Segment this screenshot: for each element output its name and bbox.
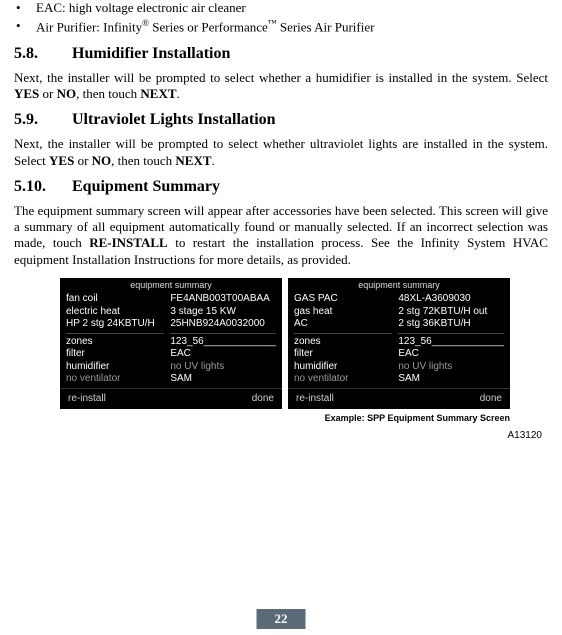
section-title: Humidifier Installation [72, 44, 548, 64]
bullet-text: Air Purifier: Infinity® Series or Perfor… [36, 18, 548, 36]
row-value: FE4ANB003T00ABAA [170, 293, 276, 306]
reinstall-button[interactable]: re-install [296, 393, 334, 406]
row-value: 123_56_____________ [398, 336, 504, 349]
row-label: gas heat [294, 306, 392, 319]
paragraph: Next, the installer will be prompted to … [14, 136, 548, 169]
section-number: 5.8. [14, 44, 72, 64]
reinstall-button[interactable]: re-install [68, 393, 106, 406]
paragraph: Next, the installer will be prompted to … [14, 70, 548, 103]
row-label: filter [66, 348, 164, 361]
row-value: 3 stage 15 KW [170, 306, 276, 319]
row-label: AC [294, 318, 392, 331]
row-label: GAS PAC [294, 293, 392, 306]
row-label: electric heat [66, 306, 164, 319]
section-number: 5.10. [14, 177, 72, 197]
screenshot-right-col: FE4ANB003T00ABAA 3 stage 15 KW 25HNB924A… [170, 293, 276, 386]
row-value: SAM [170, 373, 276, 386]
bullet-marker: • [14, 0, 36, 16]
row-label: humidifier [66, 361, 164, 374]
row-value-dim: no UV lights [170, 361, 276, 374]
heading-5-9: 5.9. Ultraviolet Lights Installation [14, 110, 548, 130]
screenshot-title: equipment summary [60, 278, 282, 291]
page-number: 22 [257, 609, 306, 629]
bullet-text: EAC: high voltage electronic air cleaner [36, 0, 548, 16]
row-label: humidifier [294, 361, 392, 374]
heading-5-8: 5.8. Humidifier Installation [14, 44, 548, 64]
bullet-item: • EAC: high voltage electronic air clean… [14, 0, 548, 16]
registered-icon: ® [142, 18, 149, 28]
bullet-item: • Air Purifier: Infinity® Series or Perf… [14, 18, 548, 36]
row-label: zones [66, 336, 164, 349]
row-value: EAC [170, 348, 276, 361]
equipment-summary-screenshot-2: equipment summary GAS PAC gas heat AC zo… [288, 278, 510, 409]
heading-5-10: 5.10. Equipment Summary [14, 177, 548, 197]
screenshot-left-col: fan coil electric heat HP 2 stg 24KBTU/H… [66, 293, 164, 386]
row-value: 2 stg 72KBTU/H out [398, 306, 504, 319]
done-button[interactable]: done [480, 393, 502, 406]
trademark-icon: ™ [268, 18, 277, 28]
section-number: 5.9. [14, 110, 72, 130]
figure-caption: Example: SPP Equipment Summary Screen [325, 413, 510, 424]
section-title: Equipment Summary [72, 177, 548, 197]
screenshot-left-col: GAS PAC gas heat AC zones filter humidif… [294, 293, 392, 386]
row-label: fan coil [66, 293, 164, 306]
row-value-dim: no UV lights [398, 361, 504, 374]
paragraph: The equipment summary screen will appear… [14, 203, 548, 268]
row-label: HP 2 stg 24KBTU/H [66, 318, 164, 331]
screenshot-right-col: 48XL-A3609030 2 stg 72KBTU/H out 2 stg 3… [398, 293, 504, 386]
equipment-summary-screenshot-1: equipment summary fan coil electric heat… [60, 278, 282, 409]
row-value: SAM [398, 373, 504, 386]
section-title: Ultraviolet Lights Installation [72, 110, 548, 130]
bullet-marker: • [14, 18, 36, 36]
row-value: 25HNB924A0032000 [170, 318, 276, 331]
row-label-dim: no ventilator [294, 373, 392, 386]
row-value: 2 stg 36KBTU/H [398, 318, 504, 331]
figure: equipment summary fan coil electric heat… [60, 278, 548, 425]
row-label: zones [294, 336, 392, 349]
row-label-dim: no ventilator [66, 373, 164, 386]
row-value: EAC [398, 348, 504, 361]
figure-code: A13120 [14, 430, 548, 443]
row-value: 48XL-A3609030 [398, 293, 504, 306]
screenshot-title: equipment summary [288, 278, 510, 291]
row-value: 123_56_____________ [170, 336, 276, 349]
row-label: filter [294, 348, 392, 361]
bullet-list: • EAC: high voltage electronic air clean… [14, 0, 548, 36]
done-button[interactable]: done [252, 393, 274, 406]
